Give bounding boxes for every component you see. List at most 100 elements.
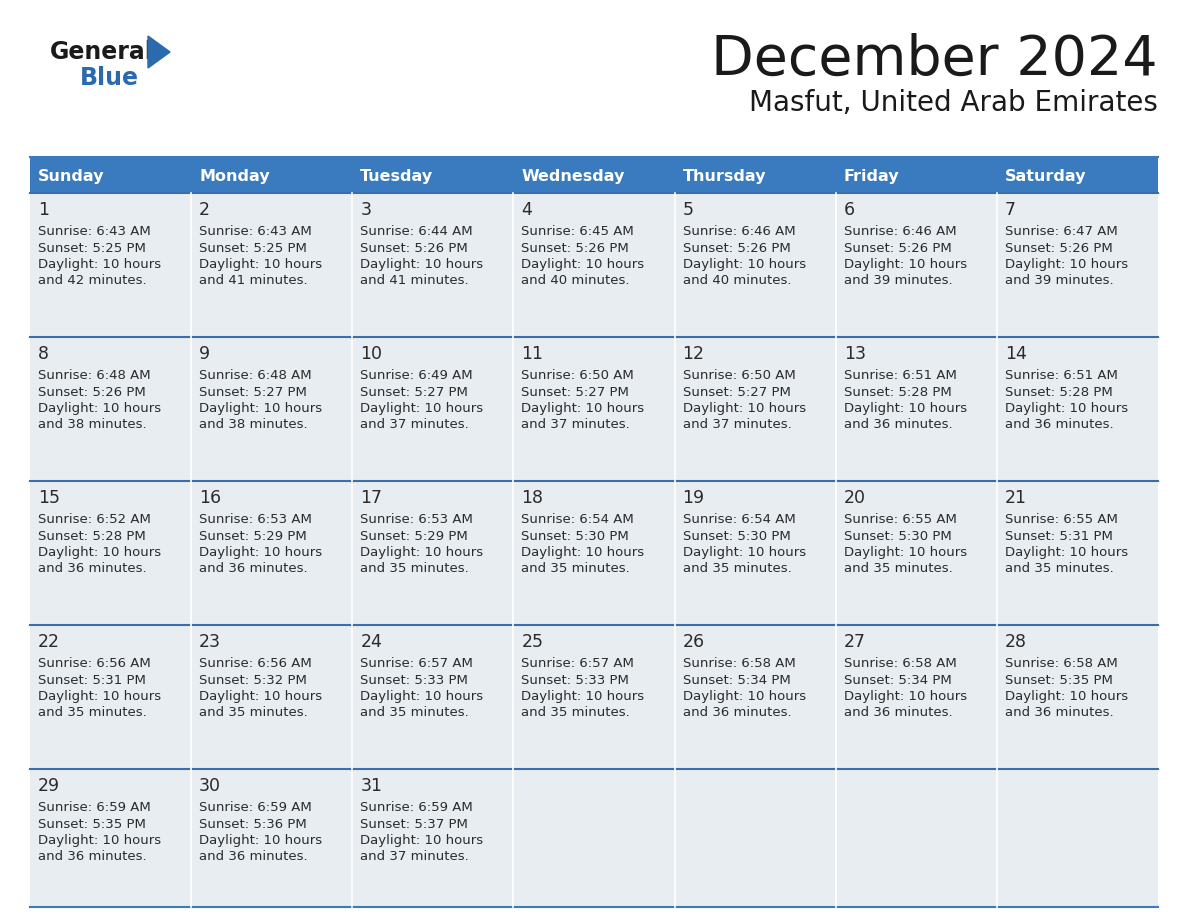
- Text: 5: 5: [683, 201, 694, 219]
- Text: Sunset: 5:26 PM: Sunset: 5:26 PM: [360, 241, 468, 254]
- Text: Sunset: 5:37 PM: Sunset: 5:37 PM: [360, 818, 468, 831]
- Text: and 35 minutes.: and 35 minutes.: [683, 563, 791, 576]
- Text: Sunrise: 6:53 AM: Sunrise: 6:53 AM: [200, 513, 312, 526]
- Text: Daylight: 10 hours: Daylight: 10 hours: [683, 546, 805, 559]
- Text: 20: 20: [843, 489, 866, 507]
- Text: Sunrise: 6:50 AM: Sunrise: 6:50 AM: [683, 369, 795, 382]
- Text: 26: 26: [683, 633, 704, 651]
- Text: 12: 12: [683, 345, 704, 363]
- Text: Daylight: 10 hours: Daylight: 10 hours: [38, 690, 162, 703]
- Text: and 36 minutes.: and 36 minutes.: [1005, 707, 1113, 720]
- Text: Sunset: 5:25 PM: Sunset: 5:25 PM: [38, 241, 146, 254]
- Text: 22: 22: [38, 633, 61, 651]
- Text: Sunset: 5:26 PM: Sunset: 5:26 PM: [843, 241, 952, 254]
- Text: Sunrise: 6:48 AM: Sunrise: 6:48 AM: [200, 369, 311, 382]
- Text: 25: 25: [522, 633, 543, 651]
- Text: Sunset: 5:30 PM: Sunset: 5:30 PM: [843, 530, 952, 543]
- Text: Sunset: 5:30 PM: Sunset: 5:30 PM: [683, 530, 790, 543]
- Text: 29: 29: [38, 777, 61, 795]
- Text: Daylight: 10 hours: Daylight: 10 hours: [522, 402, 645, 415]
- Text: Sunrise: 6:54 AM: Sunrise: 6:54 AM: [522, 513, 634, 526]
- Text: Sunrise: 6:55 AM: Sunrise: 6:55 AM: [843, 513, 956, 526]
- Text: Sunrise: 6:59 AM: Sunrise: 6:59 AM: [38, 801, 151, 814]
- Text: and 35 minutes.: and 35 minutes.: [522, 563, 630, 576]
- Text: Sunset: 5:35 PM: Sunset: 5:35 PM: [38, 818, 146, 831]
- Text: Daylight: 10 hours: Daylight: 10 hours: [360, 258, 484, 271]
- Text: 28: 28: [1005, 633, 1026, 651]
- Text: 1: 1: [38, 201, 49, 219]
- Text: Daylight: 10 hours: Daylight: 10 hours: [200, 258, 322, 271]
- Text: Sunrise: 6:58 AM: Sunrise: 6:58 AM: [843, 657, 956, 670]
- Text: Daylight: 10 hours: Daylight: 10 hours: [360, 402, 484, 415]
- Text: Sunset: 5:27 PM: Sunset: 5:27 PM: [200, 386, 307, 398]
- Text: Daylight: 10 hours: Daylight: 10 hours: [522, 258, 645, 271]
- Text: Daylight: 10 hours: Daylight: 10 hours: [522, 546, 645, 559]
- Text: and 41 minutes.: and 41 minutes.: [360, 274, 469, 287]
- Text: Daylight: 10 hours: Daylight: 10 hours: [1005, 546, 1127, 559]
- Text: and 36 minutes.: and 36 minutes.: [200, 563, 308, 576]
- Text: and 37 minutes.: and 37 minutes.: [522, 419, 630, 431]
- Text: Sunset: 5:30 PM: Sunset: 5:30 PM: [522, 530, 630, 543]
- Text: Sunrise: 6:53 AM: Sunrise: 6:53 AM: [360, 513, 473, 526]
- Text: and 36 minutes.: and 36 minutes.: [843, 419, 953, 431]
- Text: Sunset: 5:29 PM: Sunset: 5:29 PM: [200, 530, 307, 543]
- Text: Sunrise: 6:43 AM: Sunrise: 6:43 AM: [200, 225, 312, 238]
- Text: Sunrise: 6:52 AM: Sunrise: 6:52 AM: [38, 513, 151, 526]
- Text: and 39 minutes.: and 39 minutes.: [843, 274, 953, 287]
- Text: 2: 2: [200, 201, 210, 219]
- Text: Friday: Friday: [843, 169, 899, 184]
- Text: Sunset: 5:28 PM: Sunset: 5:28 PM: [38, 530, 146, 543]
- Text: Sunrise: 6:59 AM: Sunrise: 6:59 AM: [200, 801, 312, 814]
- Text: and 39 minutes.: and 39 minutes.: [1005, 274, 1113, 287]
- Text: and 36 minutes.: and 36 minutes.: [38, 563, 146, 576]
- Text: and 38 minutes.: and 38 minutes.: [200, 419, 308, 431]
- Text: and 36 minutes.: and 36 minutes.: [200, 850, 308, 864]
- Text: and 35 minutes.: and 35 minutes.: [360, 707, 469, 720]
- Text: Sunrise: 6:49 AM: Sunrise: 6:49 AM: [360, 369, 473, 382]
- Bar: [30, 769, 1158, 907]
- Text: Sunrise: 6:57 AM: Sunrise: 6:57 AM: [360, 657, 473, 670]
- Text: Daylight: 10 hours: Daylight: 10 hours: [200, 402, 322, 415]
- Text: 13: 13: [843, 345, 866, 363]
- Text: Sunset: 5:25 PM: Sunset: 5:25 PM: [200, 241, 307, 254]
- Text: Sunrise: 6:43 AM: Sunrise: 6:43 AM: [38, 225, 151, 238]
- Text: and 36 minutes.: and 36 minutes.: [843, 707, 953, 720]
- Text: Wednesday: Wednesday: [522, 169, 625, 184]
- Text: and 37 minutes.: and 37 minutes.: [683, 419, 791, 431]
- Text: Sunset: 5:34 PM: Sunset: 5:34 PM: [843, 674, 952, 687]
- Text: 7: 7: [1005, 201, 1016, 219]
- Text: Sunrise: 6:58 AM: Sunrise: 6:58 AM: [1005, 657, 1118, 670]
- Text: Daylight: 10 hours: Daylight: 10 hours: [1005, 402, 1127, 415]
- Text: Sunrise: 6:44 AM: Sunrise: 6:44 AM: [360, 225, 473, 238]
- Text: Daylight: 10 hours: Daylight: 10 hours: [843, 258, 967, 271]
- Text: Sunrise: 6:57 AM: Sunrise: 6:57 AM: [522, 657, 634, 670]
- Text: and 41 minutes.: and 41 minutes.: [200, 274, 308, 287]
- Text: Sunset: 5:34 PM: Sunset: 5:34 PM: [683, 674, 790, 687]
- Text: General: General: [50, 40, 154, 64]
- Text: Daylight: 10 hours: Daylight: 10 hours: [360, 690, 484, 703]
- Text: 21: 21: [1005, 489, 1026, 507]
- Text: Sunrise: 6:54 AM: Sunrise: 6:54 AM: [683, 513, 795, 526]
- Text: and 40 minutes.: and 40 minutes.: [683, 274, 791, 287]
- Text: Sunset: 5:31 PM: Sunset: 5:31 PM: [38, 674, 146, 687]
- Text: Sunset: 5:33 PM: Sunset: 5:33 PM: [360, 674, 468, 687]
- Text: Sunrise: 6:47 AM: Sunrise: 6:47 AM: [1005, 225, 1118, 238]
- Text: Masfut, United Arab Emirates: Masfut, United Arab Emirates: [750, 89, 1158, 117]
- Text: Sunset: 5:31 PM: Sunset: 5:31 PM: [1005, 530, 1113, 543]
- Text: Sunrise: 6:56 AM: Sunrise: 6:56 AM: [200, 657, 312, 670]
- Text: Sunset: 5:28 PM: Sunset: 5:28 PM: [843, 386, 952, 398]
- Text: Daylight: 10 hours: Daylight: 10 hours: [360, 546, 484, 559]
- Text: 18: 18: [522, 489, 543, 507]
- Text: Monday: Monday: [200, 169, 270, 184]
- Text: Sunset: 5:26 PM: Sunset: 5:26 PM: [1005, 241, 1113, 254]
- Text: Sunrise: 6:45 AM: Sunrise: 6:45 AM: [522, 225, 634, 238]
- Text: and 35 minutes.: and 35 minutes.: [38, 707, 147, 720]
- Text: Sunrise: 6:48 AM: Sunrise: 6:48 AM: [38, 369, 151, 382]
- Text: 6: 6: [843, 201, 855, 219]
- Text: Daylight: 10 hours: Daylight: 10 hours: [683, 690, 805, 703]
- Text: 17: 17: [360, 489, 383, 507]
- Text: Sunrise: 6:51 AM: Sunrise: 6:51 AM: [1005, 369, 1118, 382]
- Bar: [30, 193, 1158, 337]
- Text: Sunset: 5:29 PM: Sunset: 5:29 PM: [360, 530, 468, 543]
- Bar: [30, 481, 1158, 625]
